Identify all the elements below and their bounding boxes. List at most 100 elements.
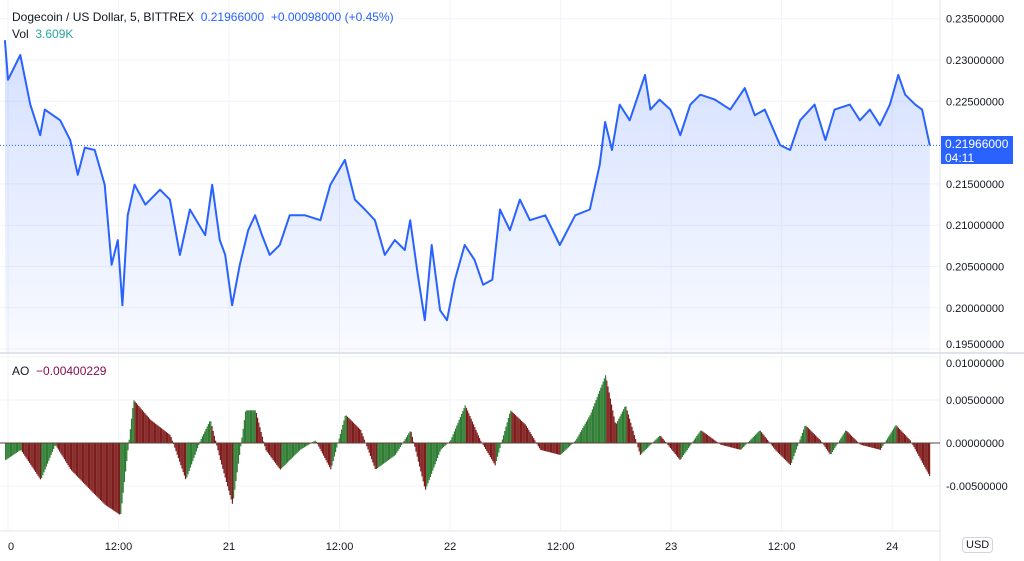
ao-bar xyxy=(573,441,575,443)
ao-bar xyxy=(222,443,224,469)
ao-bar xyxy=(248,410,250,443)
ao-bar xyxy=(785,443,787,461)
ao-bar xyxy=(615,423,617,443)
ao-bar xyxy=(408,433,410,443)
ao-bar xyxy=(193,443,195,458)
ao-bar xyxy=(648,443,650,447)
ao-bar xyxy=(755,434,757,443)
ao-bar xyxy=(895,425,897,443)
ao-bar xyxy=(788,443,790,464)
ao-bar xyxy=(174,443,176,448)
ao-bar xyxy=(791,443,793,463)
ao-bar xyxy=(323,443,325,456)
ao-bar xyxy=(87,443,89,488)
ao-bar xyxy=(854,439,856,443)
ao-bar xyxy=(537,443,539,447)
ao-bar xyxy=(859,443,861,445)
ao-bar xyxy=(217,443,219,451)
ao-bar xyxy=(857,441,859,443)
ao-bar xyxy=(269,443,271,456)
ao-bar xyxy=(12,443,14,456)
ao-bar xyxy=(918,443,920,456)
ao-bar xyxy=(60,443,62,454)
ao-bar xyxy=(618,418,620,443)
ao-bar xyxy=(489,443,491,458)
ao-bar xyxy=(770,443,772,445)
ao-bar xyxy=(571,443,573,445)
ao-bar xyxy=(59,443,61,452)
ao-bar xyxy=(169,434,171,443)
ao-bar xyxy=(871,443,873,448)
ao-bar xyxy=(590,412,592,443)
ao-bar xyxy=(389,443,391,460)
ao-bar xyxy=(216,443,218,446)
ao-bar xyxy=(129,429,131,443)
ao-bar xyxy=(302,443,304,449)
ao-bar xyxy=(793,443,795,457)
ao-bar xyxy=(223,443,225,474)
currency-button[interactable]: USD xyxy=(962,537,994,553)
ao-bar xyxy=(851,435,853,443)
ao-bar xyxy=(267,443,269,454)
ao-bar xyxy=(681,443,683,457)
ao-bar xyxy=(179,443,181,462)
ao-bar xyxy=(743,443,745,447)
ao-bar xyxy=(437,443,439,459)
ao-bar xyxy=(308,443,310,445)
ao-bar xyxy=(61,443,63,456)
ao-bar xyxy=(341,429,343,443)
ao-bar xyxy=(181,443,183,469)
ao-bar xyxy=(299,443,301,451)
ao-bar xyxy=(17,443,19,453)
ao-bar xyxy=(566,443,568,449)
ao-bar xyxy=(258,422,260,443)
ao-bar xyxy=(797,443,799,447)
ao-bar xyxy=(289,443,291,461)
last-price-tag-value: 0.21966000 xyxy=(945,137,1009,151)
ao-bar xyxy=(13,443,15,455)
ao-bar xyxy=(720,443,722,445)
ao-bar xyxy=(812,432,814,443)
ao-bar xyxy=(105,443,107,506)
symbol-title: Dogecoin / US Dollar, 5, BITTREX xyxy=(12,10,195,24)
ao-bar xyxy=(183,443,185,476)
ao-bar xyxy=(752,437,754,443)
ao-bar xyxy=(729,443,731,448)
ao-bar xyxy=(882,443,884,447)
ao-bar xyxy=(744,443,746,446)
ao-bar xyxy=(865,443,867,447)
price-change: +0.00098000 (+0.45%) xyxy=(270,10,394,24)
ao-bar xyxy=(669,443,671,448)
ao-bar xyxy=(678,443,680,459)
ao-bar xyxy=(257,417,259,443)
ao-bar xyxy=(140,408,142,443)
ao-bar xyxy=(488,443,490,456)
ao-bar xyxy=(386,443,388,462)
ao-bar xyxy=(866,443,868,447)
ao-bar xyxy=(264,443,266,447)
ao-bar xyxy=(501,439,503,443)
ao-bar xyxy=(595,400,597,443)
volume-label: Vol xyxy=(12,27,29,41)
ao-bar xyxy=(602,381,604,443)
ao-bar xyxy=(463,408,465,443)
ao-bar xyxy=(27,443,29,462)
ao-bar xyxy=(497,443,499,457)
ao-bar xyxy=(600,387,602,443)
ao-bar xyxy=(564,443,566,451)
ao-bar xyxy=(539,443,541,449)
ao-bar xyxy=(715,441,717,443)
ao-bar xyxy=(272,443,274,461)
ao-axis-tick: -0.00500000 xyxy=(946,481,1008,493)
ao-bar xyxy=(333,443,335,457)
ao-bar xyxy=(319,443,321,449)
ao-bar xyxy=(98,443,100,499)
ao-bar xyxy=(187,443,189,475)
time-axis-tick: 24 xyxy=(886,541,898,553)
ao-bar xyxy=(915,443,917,452)
ao-bar xyxy=(215,440,217,443)
ao-bar xyxy=(44,443,46,470)
ao-bar xyxy=(864,443,866,446)
ao-bar xyxy=(246,410,248,443)
